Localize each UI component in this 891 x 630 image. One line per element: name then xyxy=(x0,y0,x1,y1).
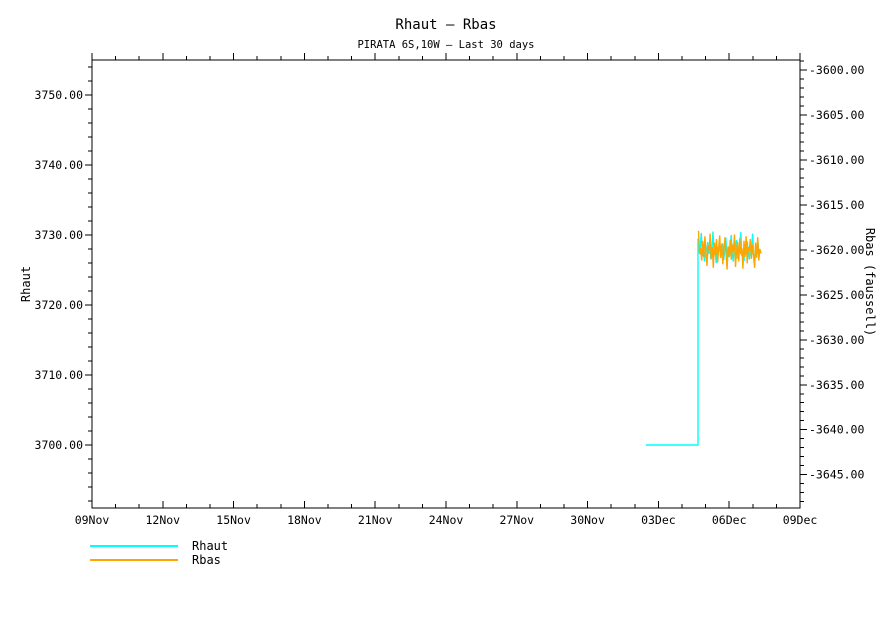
y-left-tick-label: 3700.00 xyxy=(35,438,84,452)
y-right-tick-label: -3610.00 xyxy=(809,153,864,167)
y-right-tick-label: -3615.00 xyxy=(809,198,864,212)
x-tick-label: 18Nov xyxy=(287,513,322,527)
legend-label-rbas: Rbas xyxy=(192,553,221,567)
y-left-tick-label: 3720.00 xyxy=(35,298,84,312)
y-right-tick-label: -3640.00 xyxy=(809,423,864,437)
axes-and-series: 09Nov 12Nov 15Nov 18Nov 21Nov 24Nov 27Nov 30Nov… xyxy=(35,53,864,527)
x-tick-label: 09Dec xyxy=(783,513,818,527)
x-tick-label: 24Nov xyxy=(429,513,464,527)
x-tick-label: 15Nov xyxy=(216,513,251,527)
series-rbas xyxy=(697,230,762,270)
y-left-axis-title: Rhaut xyxy=(19,266,33,302)
y-left-tick-label: 3730.00 xyxy=(35,228,84,242)
legend: Rhaut Rbas xyxy=(90,539,228,567)
x-tick-label: 03Dec xyxy=(641,513,676,527)
y-right-tick-label: -3630.00 xyxy=(809,333,864,347)
chart-title: Rhaut — Rbas xyxy=(395,17,496,33)
y-right-tick-label: -3600.00 xyxy=(809,63,864,77)
y-left-tick-label: 3740.00 xyxy=(35,158,84,172)
x-tick-label: 12Nov xyxy=(145,513,180,527)
y-right-tick-label: -3625.00 xyxy=(809,288,864,302)
y-right-tick-label: -3645.00 xyxy=(809,468,864,482)
y-right-tick-label: -3635.00 xyxy=(809,378,864,392)
plot-frame xyxy=(91,59,801,509)
chart-subtitle: PIRATA 6S,10W — Last 30 days xyxy=(357,39,534,51)
x-tick-label: 06Dec xyxy=(712,513,747,527)
y-right-tick-label: -3605.00 xyxy=(809,108,864,122)
series-rhaut xyxy=(645,231,762,446)
y-right-axis-title: Rbas (faussell) xyxy=(863,228,877,336)
y-left-tick-label: 3750.00 xyxy=(35,88,84,102)
x-tick-label: 30Nov xyxy=(570,513,605,527)
legend-label-rhaut: Rhaut xyxy=(192,539,228,553)
x-tick-label: 27Nov xyxy=(499,513,534,527)
y-left-tick-label: 3710.00 xyxy=(35,368,84,382)
y-right-tick-label: -3620.00 xyxy=(809,243,864,257)
x-tick-label: 21Nov xyxy=(358,513,393,527)
x-tick-label: 09Nov xyxy=(75,513,110,527)
